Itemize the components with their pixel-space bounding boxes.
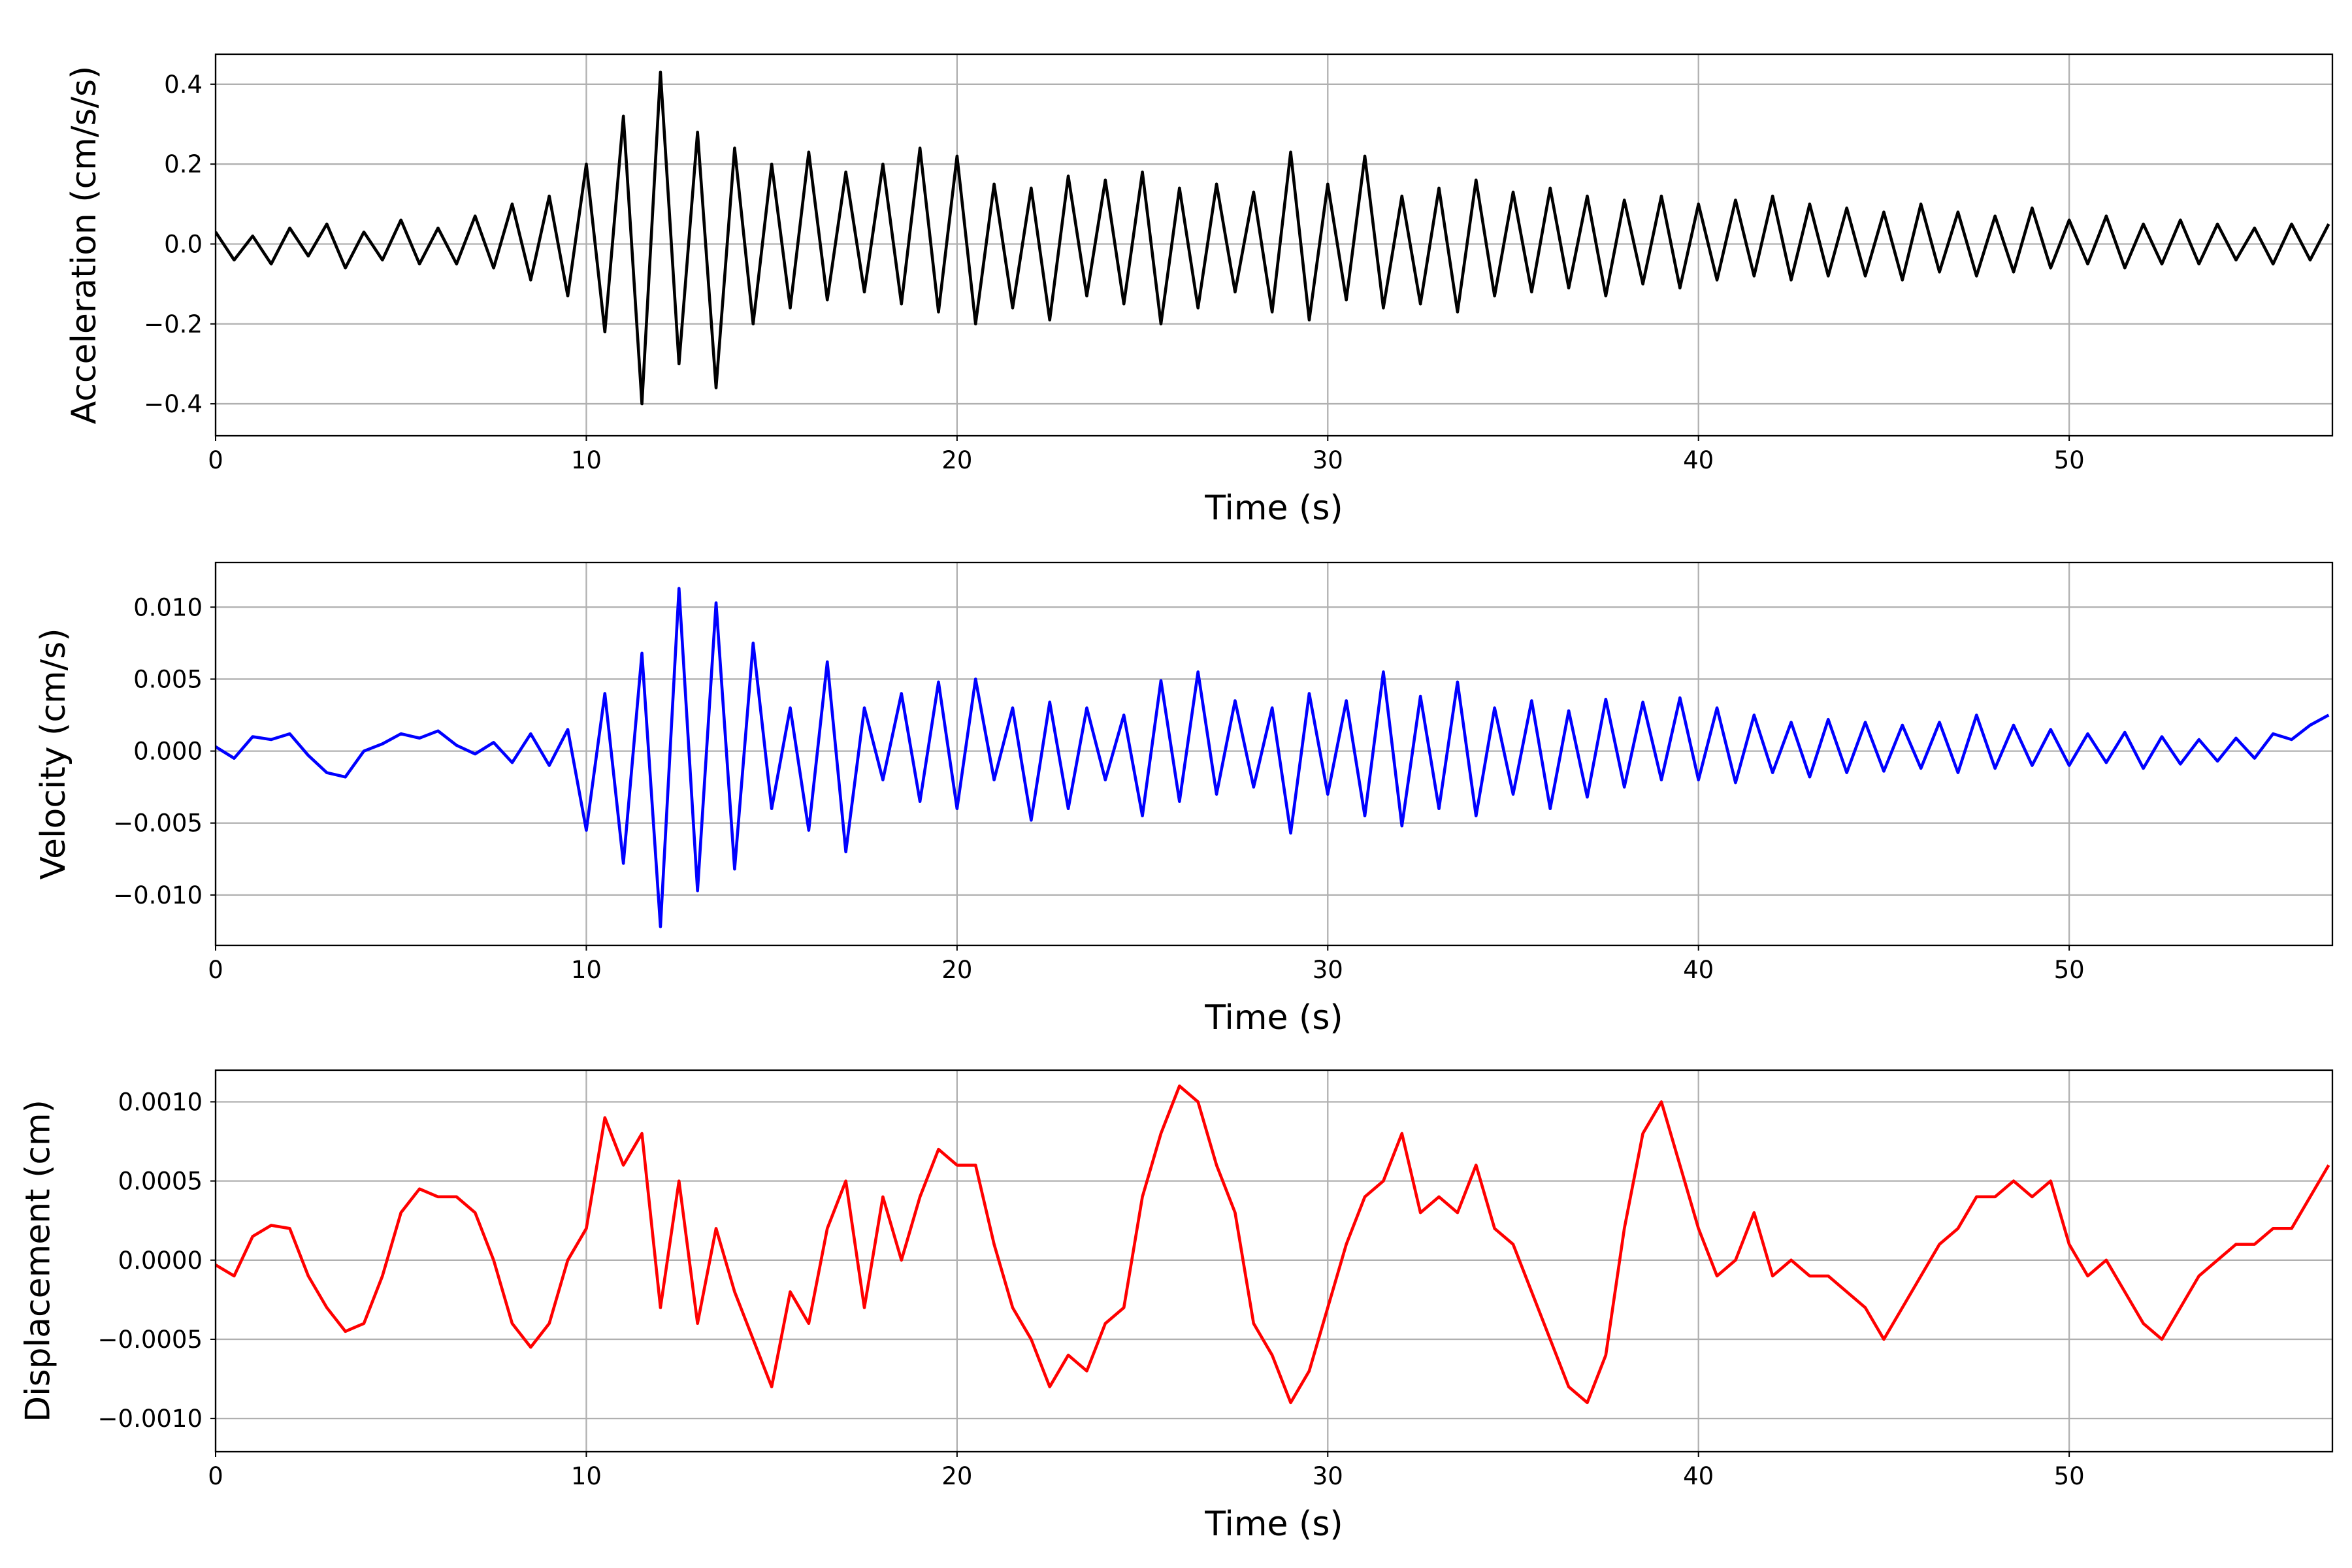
x-axis-label: Time (s) <box>1204 998 1343 1037</box>
x-tick-label: 50 <box>2054 1462 2085 1490</box>
y-axis-label: Acceleration (cm/s/s) <box>65 66 104 425</box>
x-tick-label: 20 <box>941 1462 972 1490</box>
signal-line <box>216 1084 2330 1405</box>
y-tick-label: −0.0005 <box>98 1326 203 1354</box>
axes-frame <box>214 53 2334 437</box>
y-tick-label: 0.0000 <box>118 1247 203 1275</box>
x-tick-label: 10 <box>571 446 602 474</box>
x-tick-label: 0 <box>208 446 223 474</box>
x-tick-label: 30 <box>1313 1462 1343 1490</box>
x-tick-label: 30 <box>1313 956 1343 984</box>
x-axis-label: Time (s) <box>1204 1505 1343 1544</box>
y-tick-label: 0.0010 <box>118 1088 203 1116</box>
y-tick-label: −0.2 <box>144 310 203 338</box>
y-tick-label: 0.000 <box>133 738 203 766</box>
x-tick-label: 20 <box>941 446 972 474</box>
y-tick-label: 0.005 <box>133 665 203 693</box>
x-tick-label: 0 <box>208 956 223 984</box>
x-tick-label: 20 <box>941 956 972 984</box>
x-tick-label: 40 <box>1683 446 1714 474</box>
y-tick-label: −0.005 <box>113 809 203 838</box>
y-tick-label: −0.4 <box>144 390 203 418</box>
signal-line <box>216 71 2330 406</box>
x-tick-label: 30 <box>1313 446 1343 474</box>
x-tick-label: 40 <box>1683 956 1714 984</box>
y-tick-label: 0.010 <box>133 593 203 621</box>
axes-frame <box>214 561 2334 947</box>
y-tick-label: −0.010 <box>113 881 203 909</box>
x-axis-label: Time (s) <box>1204 489 1343 528</box>
y-tick-label: 0.4 <box>164 71 203 99</box>
axes-frame <box>214 1069 2334 1453</box>
y-tick-label: −0.0010 <box>98 1405 203 1433</box>
y-tick-label: 0.0005 <box>118 1168 203 1196</box>
y-axis-label: Displacement (cm) <box>19 1100 58 1422</box>
x-tick-label: 10 <box>571 956 602 984</box>
y-tick-label: 0.0 <box>164 230 203 258</box>
x-tick-label: 0 <box>208 1462 223 1490</box>
y-axis-label: Velocity (cm/s) <box>34 629 73 880</box>
x-tick-label: 10 <box>571 1462 602 1490</box>
y-tick-label: 0.2 <box>164 150 203 178</box>
signal-line <box>216 587 2330 928</box>
x-tick-label: 50 <box>2054 446 2085 474</box>
x-tick-label: 40 <box>1683 1462 1714 1490</box>
x-tick-label: 50 <box>2054 956 2085 984</box>
